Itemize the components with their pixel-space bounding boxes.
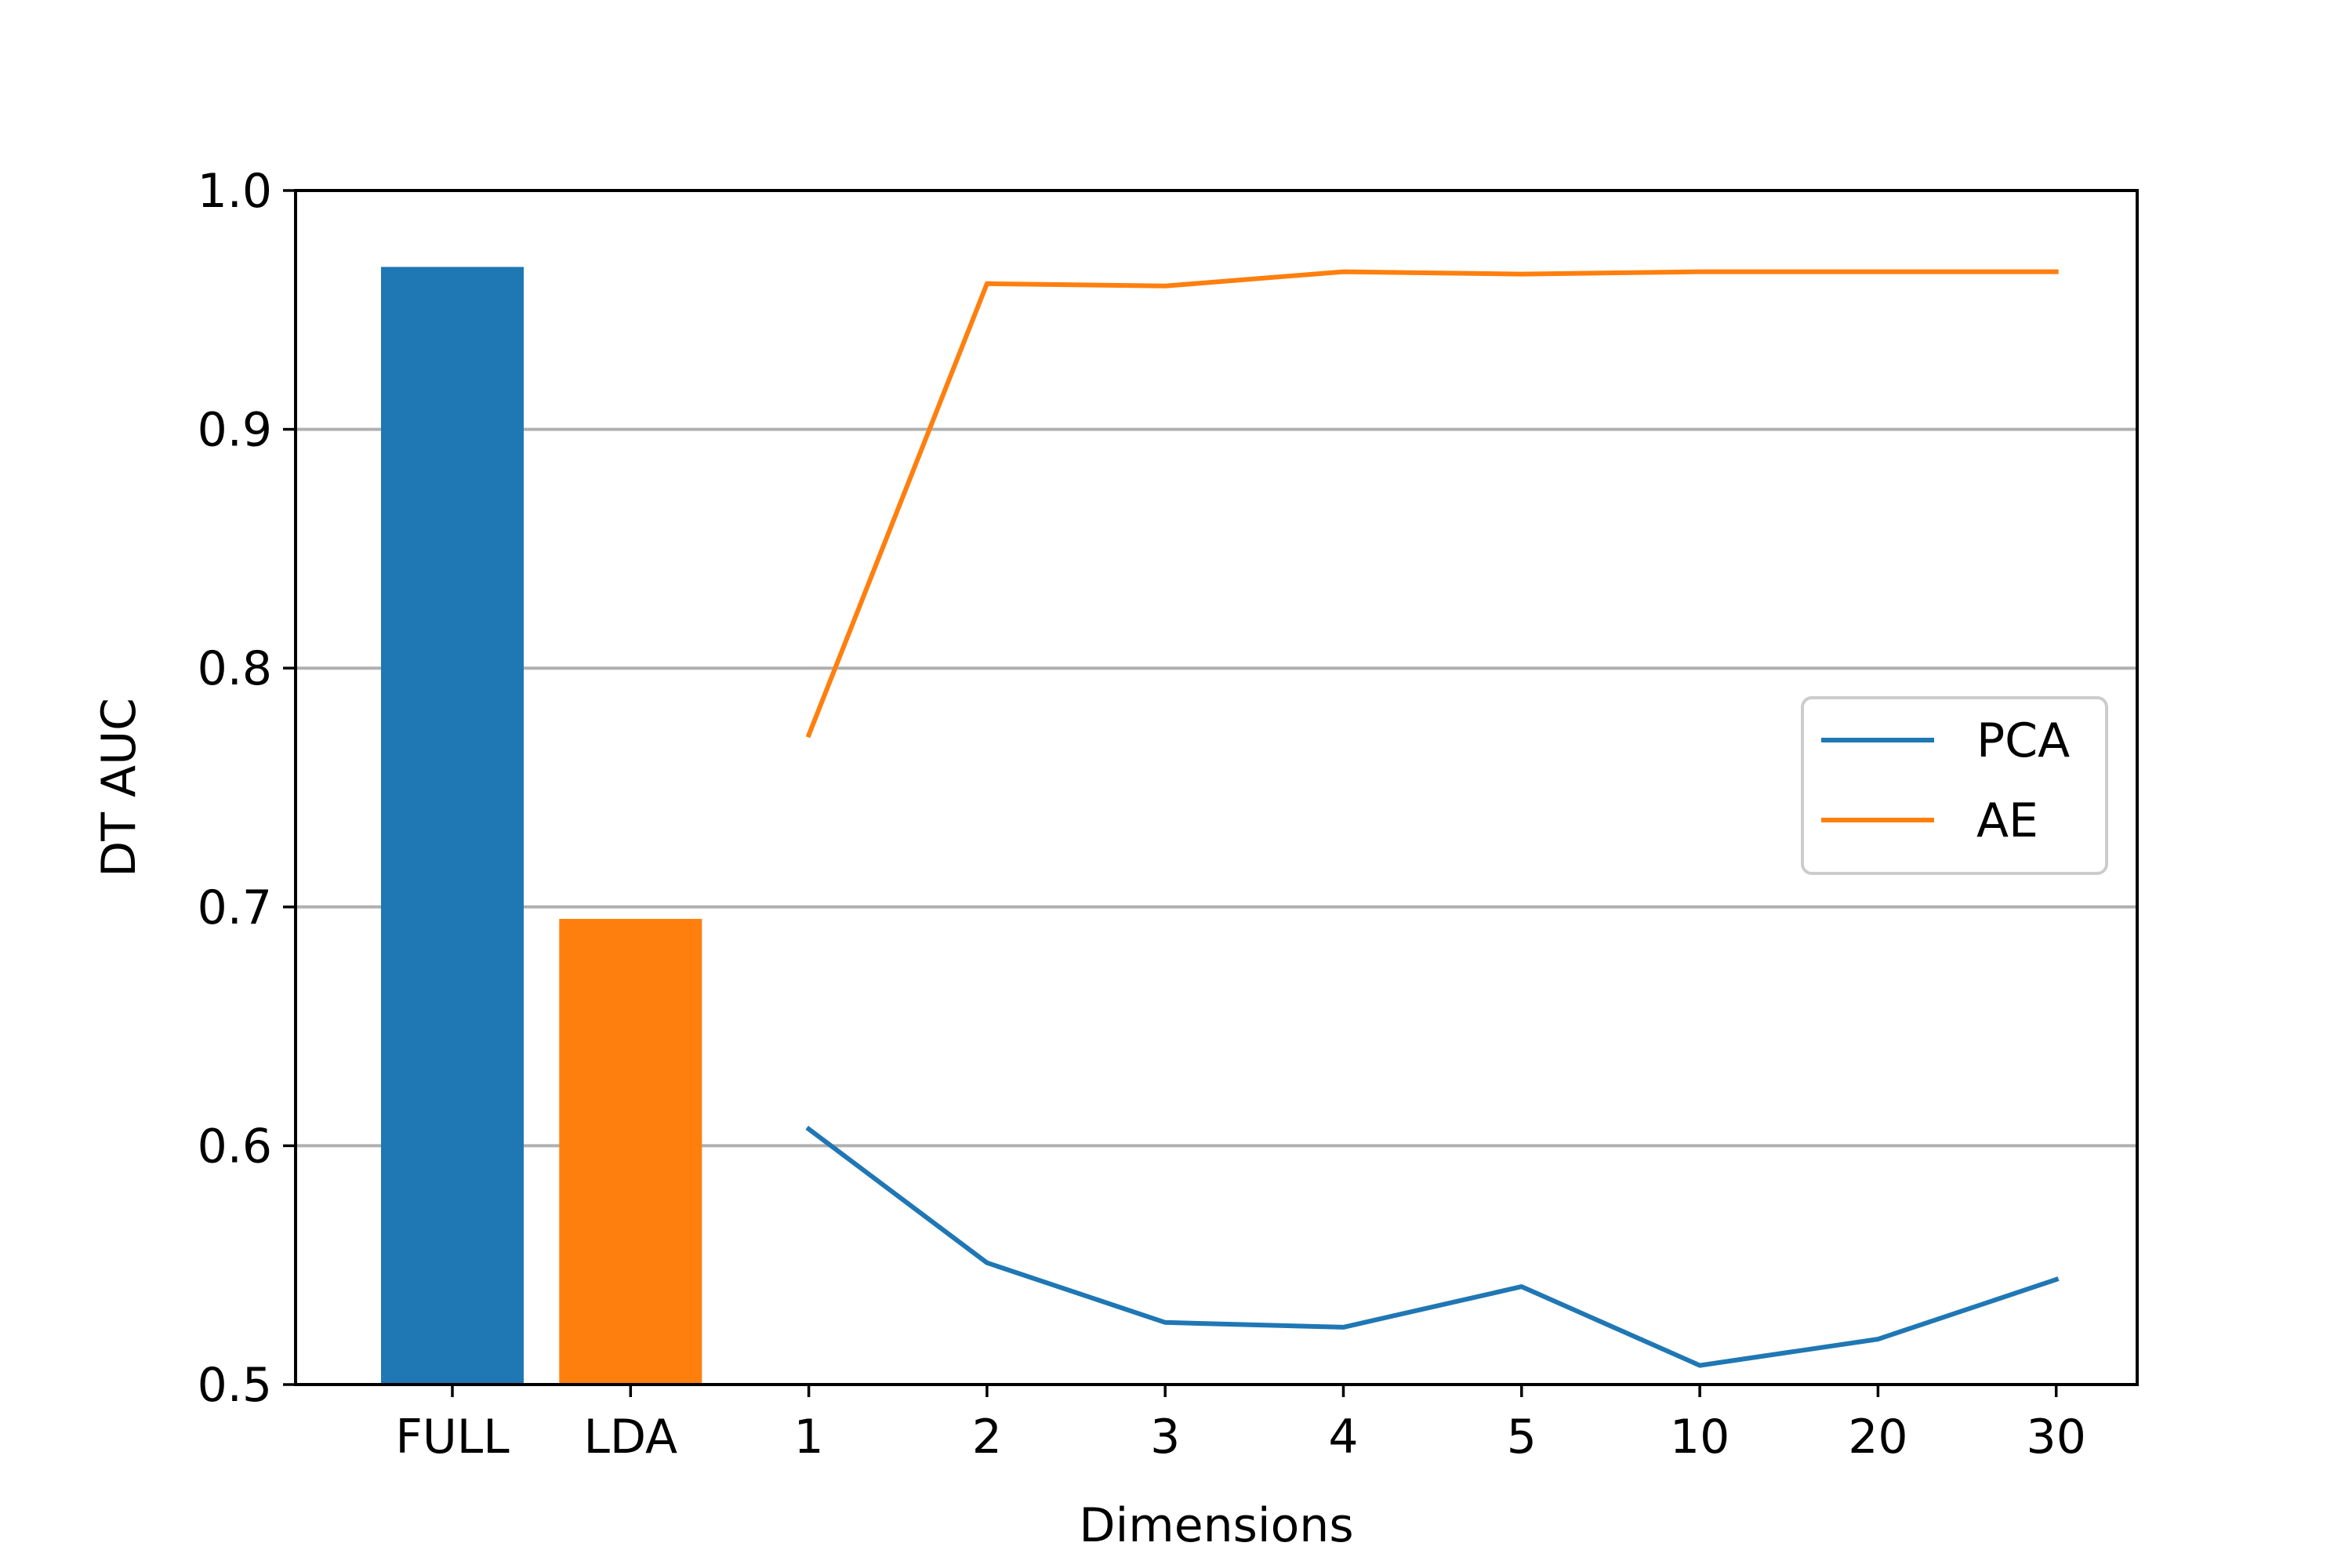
x-tick-label: 30 xyxy=(2027,1410,2086,1465)
series-line-pca xyxy=(805,1125,2060,1368)
x-axis-title: Dimensions xyxy=(1079,1498,1353,1553)
series-line-ae xyxy=(805,269,2059,739)
plot-frame xyxy=(294,189,2139,1386)
bar-lda xyxy=(559,919,702,1385)
y-axis: 0.5 0.6 0.7 0.8 0.9 1.0 xyxy=(198,164,296,1413)
legend: PCA AE xyxy=(1801,696,2108,875)
x-tick-label: LDA xyxy=(583,1410,677,1465)
x-tick-label: 2 xyxy=(972,1410,1002,1465)
y-tick-label: 0.8 xyxy=(198,641,272,696)
y-axis-title: DT AUC xyxy=(92,698,147,877)
y-tick-label: 0.9 xyxy=(198,403,272,458)
y-tick-label: 0.6 xyxy=(198,1119,272,1174)
x-tick-label: 20 xyxy=(1848,1410,1907,1465)
y-tick-label: 0.7 xyxy=(198,880,272,935)
x-tick-label: 4 xyxy=(1328,1410,1358,1465)
x-tick-label: 10 xyxy=(1670,1410,1730,1465)
x-axis: FULL LDA 1 2 3 4 5 10 20 30 xyxy=(395,1385,2086,1465)
lines xyxy=(805,269,2060,1368)
y-tick-label: 1.0 xyxy=(198,164,272,219)
y-tick-label: 0.5 xyxy=(198,1358,272,1413)
x-tick-label: FULL xyxy=(395,1410,510,1465)
bar-full xyxy=(381,267,524,1385)
x-tick-label: 3 xyxy=(1150,1410,1180,1465)
x-tick-label: 5 xyxy=(1507,1410,1537,1465)
legend-label-ae: AE xyxy=(1976,793,2038,848)
legend-label-pca: PCA xyxy=(1976,713,2070,768)
bars xyxy=(381,267,702,1385)
x-tick-label: 1 xyxy=(794,1410,824,1465)
